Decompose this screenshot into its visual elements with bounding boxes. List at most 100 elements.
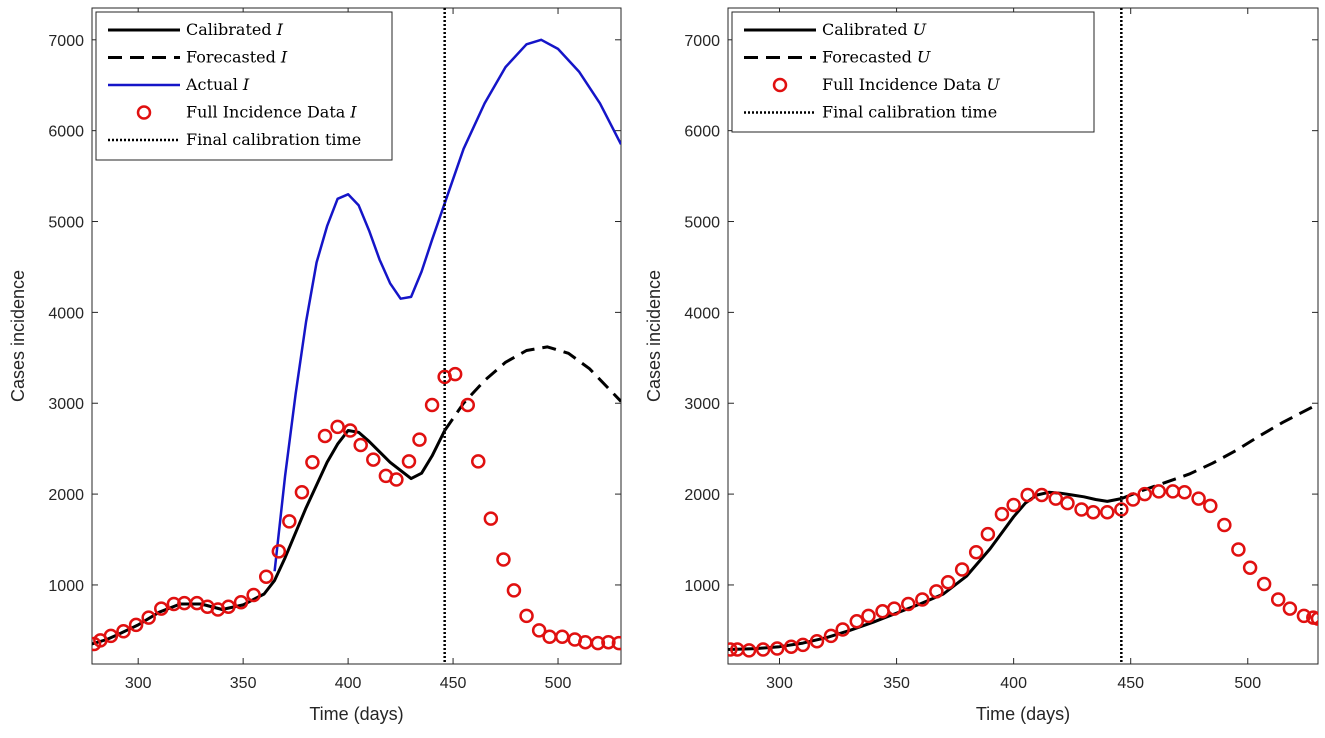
data-point-marker: [1256, 576, 1272, 592]
legend-entry-label: Full Incidence Data U: [822, 75, 1000, 94]
data-point-marker: [835, 622, 850, 637]
data-point-marker: [901, 596, 916, 612]
legend-variable: U: [986, 75, 1000, 94]
data-point-marker: [128, 617, 144, 633]
legend-variable: I: [276, 20, 284, 39]
legend-entry-label: Actual I: [185, 75, 250, 94]
data-point-marker: [519, 608, 534, 624]
data-point-marker: [1114, 502, 1129, 517]
data-point-marker: [221, 599, 236, 615]
data-point-marker: [1060, 495, 1075, 511]
legend-label-text: Actual: [185, 75, 238, 94]
x-tick-label: 350: [883, 675, 910, 692]
data-point-marker: [1231, 542, 1246, 557]
y-tick-label: 4000: [48, 305, 84, 322]
data-layer: [728, 8, 1318, 664]
data-point-marker: [1137, 486, 1152, 502]
data-point-marker: [154, 601, 169, 616]
legend-label-text: Forecasted: [822, 48, 912, 67]
data-point-marker: [531, 623, 547, 638]
data-point-marker: [929, 584, 944, 599]
x-axis-label: Time (days): [976, 704, 1070, 724]
x-tick-label: 500: [545, 675, 572, 692]
series-actual-line: [273, 38, 621, 572]
data-point-marker: [1034, 487, 1049, 503]
data-point-marker: [741, 643, 757, 658]
legend-entry-label: Full Incidence Data I: [186, 103, 357, 122]
legend-variable: U: [917, 48, 931, 67]
data-point-marker: [353, 437, 368, 453]
data-point-marker: [1191, 491, 1206, 506]
data-point-marker: [460, 397, 476, 413]
legend-entry-label: Forecasted I: [186, 48, 288, 67]
data-point-marker: [166, 596, 182, 612]
x-tick-label: 300: [125, 675, 152, 692]
legend-swatch-data: [772, 77, 788, 93]
data-layer: [92, 8, 621, 664]
data-point-marker: [141, 610, 156, 625]
data-point-marker: [282, 514, 297, 529]
data-point-marker: [940, 574, 956, 590]
data-point-marker: [116, 624, 131, 639]
data-point-marker: [1177, 485, 1192, 500]
x-tick-label: 450: [1117, 675, 1144, 692]
data-point-marker: [366, 452, 381, 467]
data-point-marker: [330, 419, 345, 435]
data-point-marker: [1217, 517, 1232, 533]
x-tick-label: 350: [230, 675, 257, 692]
y-axis-label: Cases incidence: [8, 270, 28, 402]
data-point-marker: [1203, 498, 1218, 514]
data-point-marker: [968, 544, 984, 560]
y-tick-label: 2000: [684, 487, 720, 504]
series-observed-data: [728, 484, 1318, 658]
legend-entry-label: Calibrated I: [186, 20, 284, 39]
data-point-marker: [1006, 497, 1021, 513]
series-forecasted-line: [1120, 402, 1318, 501]
data-point-marker: [1085, 505, 1101, 520]
data-point-marker: [590, 635, 606, 651]
legend-entry-label: Forecasted U: [822, 48, 931, 67]
data-point-marker: [317, 428, 333, 444]
data-point-marker: [233, 594, 249, 610]
y-tick-label: 5000: [48, 215, 84, 232]
data-point-marker: [980, 526, 996, 542]
data-point-marker: [601, 634, 616, 650]
y-tick-label: 1000: [684, 578, 720, 595]
data-point-marker: [401, 454, 417, 469]
data-point-marker: [412, 432, 427, 447]
data-point-marker: [915, 592, 930, 607]
legend-label-text: Final calibration time: [186, 130, 361, 149]
legend-label-text: Calibrated: [822, 20, 908, 39]
data-point-marker: [447, 366, 463, 382]
data-point-marker: [1100, 505, 1115, 520]
data-point-marker: [1151, 484, 1167, 499]
legend-variable: I: [349, 103, 357, 122]
legend-variable: I: [242, 75, 250, 94]
left-chart-infected-I: 300 350 400 450 500 1000 2000 3000 4000 5000 6000 7…: [8, 7, 622, 724]
y-tick-label: 4000: [684, 305, 720, 322]
data-point-marker: [305, 455, 320, 470]
data-point-marker: [496, 552, 511, 567]
data-point-marker: [271, 544, 287, 559]
data-point-marker: [506, 583, 522, 598]
legend-label-text: Full Incidence Data: [822, 75, 982, 94]
x-axis-label: Time (days): [309, 704, 403, 724]
x-tick-label: 500: [1234, 675, 1261, 692]
series-observed-data: [92, 366, 621, 652]
data-point-marker: [258, 569, 274, 585]
series-calibrated-line: [728, 490, 1122, 651]
data-point-marker: [1270, 592, 1286, 607]
data-point-marker: [1296, 608, 1312, 624]
y-tick-label: 5000: [684, 215, 720, 232]
data-point-marker: [769, 641, 785, 656]
x-tick-label: 300: [766, 675, 793, 692]
data-point-marker: [1125, 492, 1141, 507]
data-point-marker: [1242, 560, 1258, 575]
legend-label-text: Final calibration time: [822, 103, 997, 122]
data-point-marker: [424, 397, 440, 413]
y-tick-label: 1000: [48, 578, 84, 595]
data-point-marker: [886, 601, 902, 616]
legend-entry-label: Final calibration time: [822, 103, 997, 122]
